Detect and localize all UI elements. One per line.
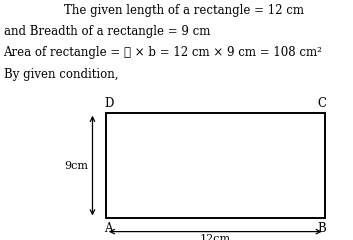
Text: D: D <box>104 97 114 110</box>
Text: By given condition,: By given condition, <box>4 68 118 81</box>
Text: The given length of a rectangle = 12 cm: The given length of a rectangle = 12 cm <box>64 4 304 17</box>
Bar <box>106 113 325 218</box>
Text: 12cm: 12cm <box>200 234 231 240</box>
Text: Area of rectangle = ℓ × b = 12 cm × 9 cm = 108 cm²: Area of rectangle = ℓ × b = 12 cm × 9 cm… <box>4 46 322 59</box>
Text: C: C <box>318 97 327 110</box>
Text: 9cm: 9cm <box>64 161 88 171</box>
Text: and Breadth of a rectangle = 9 cm: and Breadth of a rectangle = 9 cm <box>4 25 210 38</box>
Text: A: A <box>104 222 113 235</box>
Text: B: B <box>318 222 327 235</box>
